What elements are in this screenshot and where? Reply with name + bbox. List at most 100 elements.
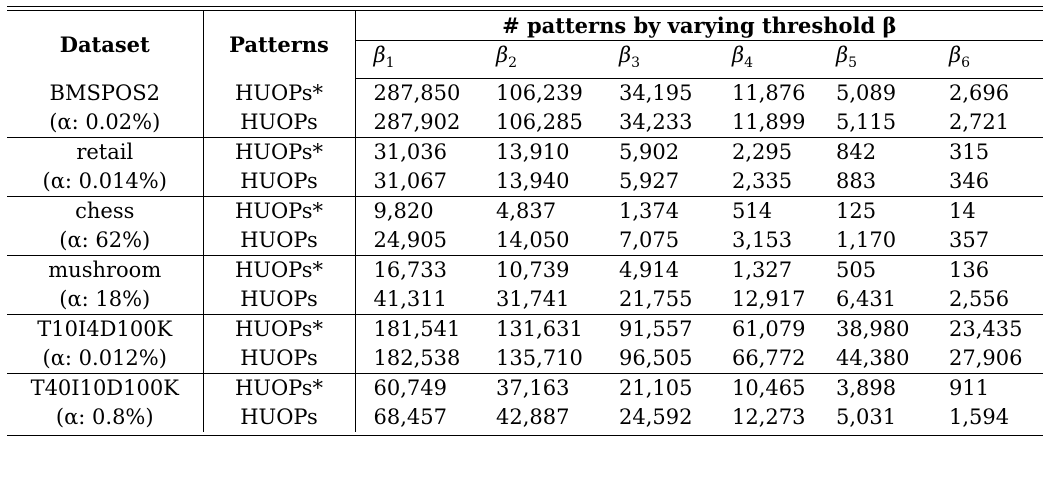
count-cell-beta-1: 182,538 [373, 346, 461, 371]
count-cell-beta-1: 24,905 [373, 228, 447, 253]
count-cell-beta-3: 1,374 [601, 196, 714, 227]
count-cell-beta-6: 346 [949, 169, 990, 194]
table-row: T10I4D100K HUOPs* 181,541 131,631 91,557 61,0… [7, 314, 1043, 345]
count-cell-beta-3: 34,233 [619, 110, 693, 135]
dataset-name: T10I4D100K [7, 314, 204, 345]
header-dataset: Dataset [7, 9, 204, 79]
count-cell-beta-3: 7,075 [619, 228, 680, 253]
count-cell-beta-3: 96,505 [619, 346, 693, 371]
beta-subscript: 1 [385, 55, 395, 72]
beta-symbol: β [836, 43, 849, 67]
count-cell-beta-2: 106,239 [496, 81, 583, 106]
count-cell-beta-5: 125 [818, 196, 931, 227]
count-cell-beta-3: 5,927 [619, 169, 680, 194]
header-beta-4: β4 [714, 40, 818, 80]
count-cell-beta-4: 2,295 [714, 137, 818, 168]
count-cell-beta-6: 2,721 [949, 110, 1010, 135]
table-row: retail HUOPs* 31,036 13,910 5,902 2,295 842 315 [7, 137, 1043, 168]
count-cell-beta-5: 3,898 [818, 373, 931, 404]
header-threshold-span: # patterns by varying threshold β [355, 10, 1043, 41]
count-cell-beta-4: 61,079 [714, 314, 818, 345]
dataset-name: chess [7, 196, 204, 227]
count-cell-beta-1: 31,067 [373, 169, 447, 194]
count-cell-beta-5: 5,115 [836, 110, 897, 135]
count-cell-beta-6: 357 [949, 228, 990, 253]
count-cell-beta-1: 68,457 [373, 405, 447, 430]
count-cell-beta-4: 10,465 [714, 373, 818, 404]
beta-symbol: β [619, 43, 632, 67]
beta-symbol: β [496, 43, 509, 67]
dataset-alpha: (α: 62%) [7, 226, 204, 256]
count-cell-beta-4: 66,772 [732, 346, 806, 371]
count-cell-beta-6: 1,594 [949, 405, 1010, 430]
count-cell-beta-1: 181,541 [355, 314, 478, 345]
dataset-alpha: (α: 0.014%) [7, 167, 204, 197]
bottom-rule [7, 432, 1043, 437]
pattern-type: HUOPs [203, 226, 356, 256]
count-cell-beta-5: 5,031 [836, 405, 897, 430]
count-cell-beta-5: 505 [818, 255, 931, 286]
count-cell-beta-6: 23,435 [931, 314, 1043, 345]
results-table-container: Dataset Patterns # patterns by varying t… [7, 6, 1043, 437]
dataset-alpha: (α: 0.012%) [7, 344, 204, 374]
header-patterns: Patterns [203, 9, 356, 79]
count-cell-beta-4: 11,876 [732, 81, 806, 106]
count-cell-beta-4: 514 [714, 196, 818, 227]
table-body: BMSPOS2 HUOPs* 287,850 106,239 34,195 11,876 5… [7, 78, 1043, 433]
pattern-type: HUOPs [203, 285, 356, 315]
table-row: mushroom HUOPs* 16,733 10,739 4,914 1,327 505 1… [7, 255, 1043, 286]
table-row: (α: 0.8%) HUOPs 68,457 42,887 24,592 12,273 5,… [7, 403, 1043, 433]
count-cell-beta-5: 5,089 [836, 81, 897, 106]
header-row-1: Dataset Patterns # patterns by varying t… [7, 9, 1043, 79]
count-cell-beta-1: 41,311 [373, 287, 447, 312]
count-cell-beta-2: 42,887 [496, 405, 570, 430]
count-cell-beta-6: 27,906 [949, 346, 1023, 371]
dataset-alpha: (α: 18%) [7, 285, 204, 315]
pattern-type: HUOPs* [203, 255, 356, 286]
header-beta-6: β6 [931, 40, 1043, 80]
top-rule [7, 6, 1043, 11]
dataset-name: BMSPOS2 [7, 78, 204, 109]
count-cell-beta-5: 842 [818, 137, 931, 168]
count-cell-beta-4: 12,273 [732, 405, 806, 430]
count-cell-beta-5: 38,980 [818, 314, 931, 345]
dataset-name: mushroom [7, 255, 204, 286]
count-cell-beta-6: 136 [931, 255, 1043, 286]
count-cell-beta-6: 2,696 [949, 81, 1010, 106]
dataset-alpha: (α: 0.8%) [7, 403, 204, 433]
count-cell-beta-5: 1,170 [836, 228, 897, 253]
count-cell-beta-2: 4,837 [478, 196, 601, 227]
count-cell-beta-5: 44,380 [836, 346, 910, 371]
count-cell-beta-1: 16,733 [355, 255, 478, 286]
header-beta-2: β2 [478, 40, 601, 80]
count-cell-beta-3: 21,755 [619, 287, 693, 312]
count-cell-beta-2: 37,163 [478, 373, 601, 404]
count-cell-beta-1: 287,850 [373, 81, 461, 106]
count-cell-beta-1: 31,036 [355, 137, 478, 168]
beta-subscript: 6 [961, 55, 971, 72]
count-cell-beta-2: 13,910 [478, 137, 601, 168]
header-threshold-title: # patterns by varying threshold β [502, 13, 897, 38]
pattern-type: HUOPs [203, 167, 356, 197]
count-cell-beta-2: 106,285 [496, 110, 583, 135]
dataset-alpha: (α: 0.02%) [7, 108, 204, 138]
count-cell-beta-5: 883 [836, 169, 877, 194]
count-cell-beta-1: 60,749 [355, 373, 478, 404]
dataset-name: retail [7, 137, 204, 168]
count-cell-beta-3: 4,914 [601, 255, 714, 286]
count-cell-beta-1: 9,820 [355, 196, 478, 227]
patterns-table: Dataset Patterns # patterns by varying t… [7, 6, 1043, 437]
pattern-type: HUOPs* [203, 137, 356, 168]
header-beta-1: β1 [355, 40, 478, 80]
table-row: chess HUOPs* 9,820 4,837 1,374 514 125 14 [7, 196, 1043, 227]
count-cell-beta-5: 6,431 [836, 287, 897, 312]
count-cell-beta-1: 287,902 [373, 110, 461, 135]
header-beta-3: β3 [601, 40, 714, 80]
beta-subscript: 3 [631, 55, 641, 72]
pattern-type: HUOPs* [203, 196, 356, 227]
pattern-type: HUOPs [203, 108, 356, 138]
pattern-type: HUOPs [203, 403, 356, 433]
beta-symbol: β [949, 43, 962, 67]
table-row: T40I10D100K HUOPs* 60,749 37,163 21,105 10,46… [7, 373, 1043, 404]
count-cell-beta-2: 31,741 [496, 287, 570, 312]
